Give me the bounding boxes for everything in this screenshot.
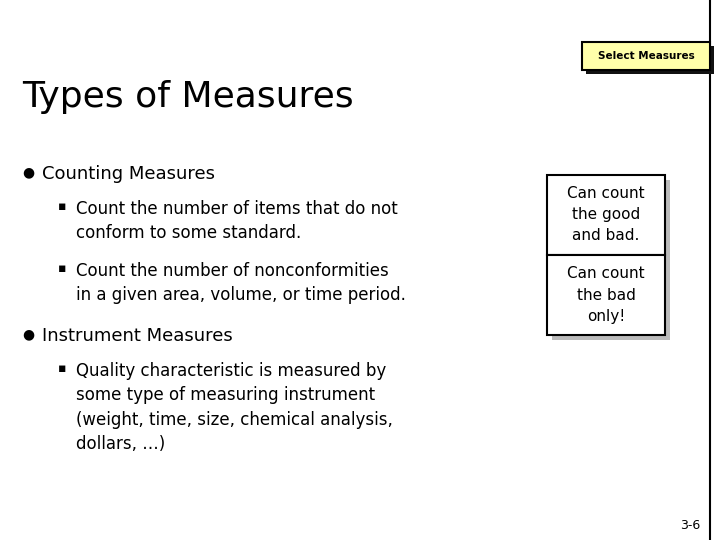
Text: Count the number of nonconformities
in a given area, volume, or time period.: Count the number of nonconformities in a… bbox=[76, 262, 406, 305]
Text: Count the number of items that do not
conform to some standard.: Count the number of items that do not co… bbox=[76, 200, 397, 242]
Text: Select Measures: Select Measures bbox=[598, 51, 694, 61]
Text: Can count
the bad
only!: Can count the bad only! bbox=[567, 267, 645, 323]
FancyBboxPatch shape bbox=[547, 175, 665, 255]
Text: ▪: ▪ bbox=[58, 262, 66, 275]
Text: ●: ● bbox=[22, 165, 34, 179]
Text: Counting Measures: Counting Measures bbox=[42, 165, 215, 183]
Text: Can count
the good
and bad.: Can count the good and bad. bbox=[567, 186, 645, 244]
FancyBboxPatch shape bbox=[547, 255, 665, 335]
FancyBboxPatch shape bbox=[552, 180, 670, 260]
Text: ▪: ▪ bbox=[58, 362, 66, 375]
FancyBboxPatch shape bbox=[552, 260, 670, 340]
Text: ●: ● bbox=[22, 327, 34, 341]
FancyBboxPatch shape bbox=[586, 46, 714, 74]
Text: ▪: ▪ bbox=[58, 200, 66, 213]
Text: Types of Measures: Types of Measures bbox=[22, 80, 354, 114]
Text: Instrument Measures: Instrument Measures bbox=[42, 327, 233, 345]
Text: 3-6: 3-6 bbox=[680, 519, 700, 532]
FancyBboxPatch shape bbox=[582, 42, 710, 70]
Text: Quality characteristic is measured by
some type of measuring instrument
(weight,: Quality characteristic is measured by so… bbox=[76, 362, 393, 453]
